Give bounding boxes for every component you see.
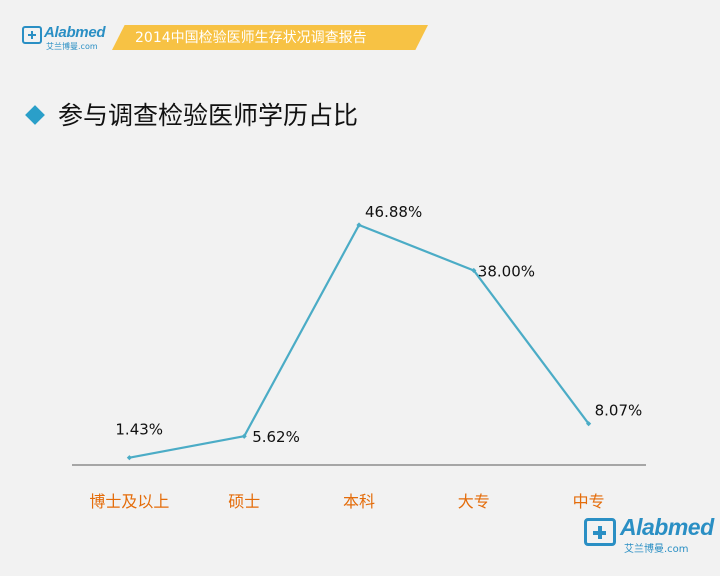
footer-logo-text: Alabmed <box>620 514 714 540</box>
data-label: 5.62% <box>252 428 300 446</box>
logo-text: Alabmed <box>44 24 106 41</box>
medical-cross-icon <box>22 26 42 44</box>
data-point <box>356 222 362 228</box>
x-tick-label: 博士及以上 <box>89 492 169 511</box>
data-label: 8.07% <box>595 402 643 420</box>
slide-title: 参与调查检验医师学历占比 <box>58 101 359 130</box>
brand-logo: Alabmed 艾兰博曼.com <box>22 24 117 51</box>
data-point <box>126 455 132 461</box>
report-banner <box>112 25 428 50</box>
logo-subtext: 艾兰博曼.com <box>46 42 98 51</box>
series-line <box>129 223 590 459</box>
footer-logo: Alabmed 艾兰博曼.com <box>584 514 714 555</box>
x-tick-label: 本科 <box>343 492 375 511</box>
x-tick-label: 大专 <box>458 492 490 511</box>
x-tick-label: 中专 <box>573 492 605 511</box>
data-label: 46.88% <box>365 203 422 221</box>
report-banner-text: 2014中国检验医师生存状况调查报告 <box>135 30 367 46</box>
data-point <box>241 433 247 439</box>
medical-cross-icon <box>584 518 616 546</box>
data-label: 1.43% <box>115 421 163 439</box>
data-label: 38.00% <box>478 262 535 280</box>
data-point <box>586 421 592 427</box>
x-tick-label: 硕士 <box>228 492 260 511</box>
data-point <box>471 267 477 274</box>
footer-logo-subtext: 艾兰博曼.com <box>624 544 689 555</box>
header: Alabmed 艾兰博曼.com 2014中国检验医师生存状况调查报告 <box>0 0 720 60</box>
